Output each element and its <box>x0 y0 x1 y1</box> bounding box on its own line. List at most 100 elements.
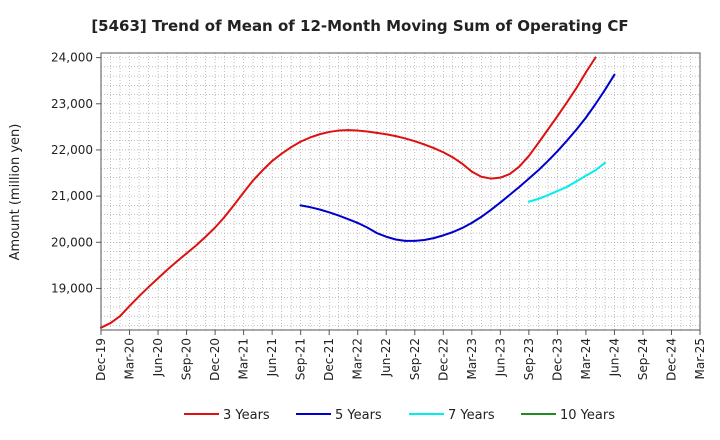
x-tick-label: Dec-22 <box>436 338 450 381</box>
data-point <box>328 131 331 133</box>
data-point <box>385 133 388 136</box>
x-tick-label: Sep-24 <box>636 338 650 380</box>
x-tick-label: Jun-21 <box>265 338 279 377</box>
data-point <box>556 115 559 118</box>
y-tick-label: 20,000 <box>51 235 93 249</box>
x-tick-label: Mar-25 <box>693 338 707 379</box>
x-tick-label: Jun-24 <box>607 338 621 377</box>
data-point <box>375 232 378 234</box>
data-point <box>451 156 454 159</box>
data-point <box>252 179 255 182</box>
data-point <box>337 129 340 132</box>
x-tick-label: Sep-20 <box>180 338 194 380</box>
chart-title: [5463] Trend of Mean of 12-Month Moving … <box>91 17 628 35</box>
data-point <box>480 215 483 218</box>
data-point <box>309 206 312 209</box>
data-point <box>423 239 426 241</box>
y-tick-label: 24,000 <box>51 51 93 65</box>
x-tick-label: Mar-20 <box>123 338 137 379</box>
data-point <box>347 218 350 221</box>
x-tick-label: Sep-22 <box>408 338 422 380</box>
x-tick-label: Dec-21 <box>322 338 336 381</box>
y-tick-label: 21,000 <box>51 189 93 203</box>
data-point <box>432 237 435 240</box>
data-point <box>147 286 150 288</box>
data-point <box>518 185 521 188</box>
data-point <box>204 235 207 238</box>
data-point <box>185 252 188 255</box>
data-point <box>157 277 159 280</box>
data-point <box>537 142 540 144</box>
data-point <box>461 227 464 229</box>
data-point <box>318 133 321 136</box>
x-tick-label: Sep-21 <box>294 338 308 380</box>
data-point <box>280 152 283 155</box>
data-point <box>518 165 521 168</box>
data-point <box>413 140 416 143</box>
x-tick-label: Dec-24 <box>664 338 678 381</box>
legend-label: 7 Years <box>448 408 495 423</box>
data-point <box>404 137 407 140</box>
data-point <box>613 73 616 76</box>
plot-area-frame <box>100 52 701 331</box>
x-tick-label: Mar-24 <box>579 338 593 379</box>
data-point <box>537 169 540 172</box>
data-point <box>413 240 416 242</box>
grid <box>101 53 700 330</box>
data-point <box>556 150 559 153</box>
data-point <box>499 176 502 179</box>
data-point <box>565 139 568 142</box>
data-point <box>594 56 597 59</box>
legend-label: 5 Years <box>335 408 382 423</box>
data-point <box>508 173 511 175</box>
data-point <box>527 177 530 180</box>
data-point <box>109 322 112 324</box>
data-point <box>575 180 578 183</box>
data-point <box>366 226 369 229</box>
data-point <box>604 161 606 164</box>
data-point <box>299 204 302 207</box>
data-point <box>166 268 169 271</box>
data-point <box>423 143 426 146</box>
data-point <box>585 174 587 177</box>
data-point <box>271 160 274 162</box>
series-lines <box>100 56 616 329</box>
data-point <box>394 135 397 138</box>
data-point <box>356 221 359 224</box>
data-point <box>432 147 435 150</box>
data-point <box>309 136 312 139</box>
data-point <box>470 221 473 224</box>
x-tick-label: Mar-22 <box>351 338 365 379</box>
data-point <box>214 226 217 229</box>
data-point <box>594 169 597 172</box>
data-point <box>290 146 293 149</box>
x-tick-label: Dec-19 <box>94 338 108 381</box>
data-point <box>404 240 407 242</box>
x-tick-label: Dec-23 <box>550 338 564 381</box>
data-point <box>527 200 530 203</box>
data-point <box>394 238 397 241</box>
data-point <box>242 191 245 194</box>
data-point <box>119 315 121 318</box>
data-point <box>565 101 568 104</box>
data-point <box>366 130 369 133</box>
data-point <box>499 201 502 204</box>
data-point <box>356 129 359 132</box>
data-point <box>575 128 578 131</box>
data-point <box>480 175 483 178</box>
data-point <box>556 190 559 192</box>
data-point <box>195 244 197 247</box>
x-tick-label: Jun-20 <box>151 338 165 377</box>
y-axis-ticks: 19,000 20,000 21,000 22,000 23,000 24,000 <box>51 51 101 295</box>
data-point <box>223 215 226 218</box>
x-tick-label: Mar-21 <box>237 338 251 379</box>
legend-label: 10 Years <box>560 408 615 423</box>
data-point <box>470 170 473 173</box>
data-point <box>128 305 131 307</box>
data-point <box>138 295 140 298</box>
x-tick-label: Dec-20 <box>208 338 222 381</box>
data-point <box>537 197 540 200</box>
data-point <box>451 231 454 234</box>
data-point <box>575 87 578 89</box>
